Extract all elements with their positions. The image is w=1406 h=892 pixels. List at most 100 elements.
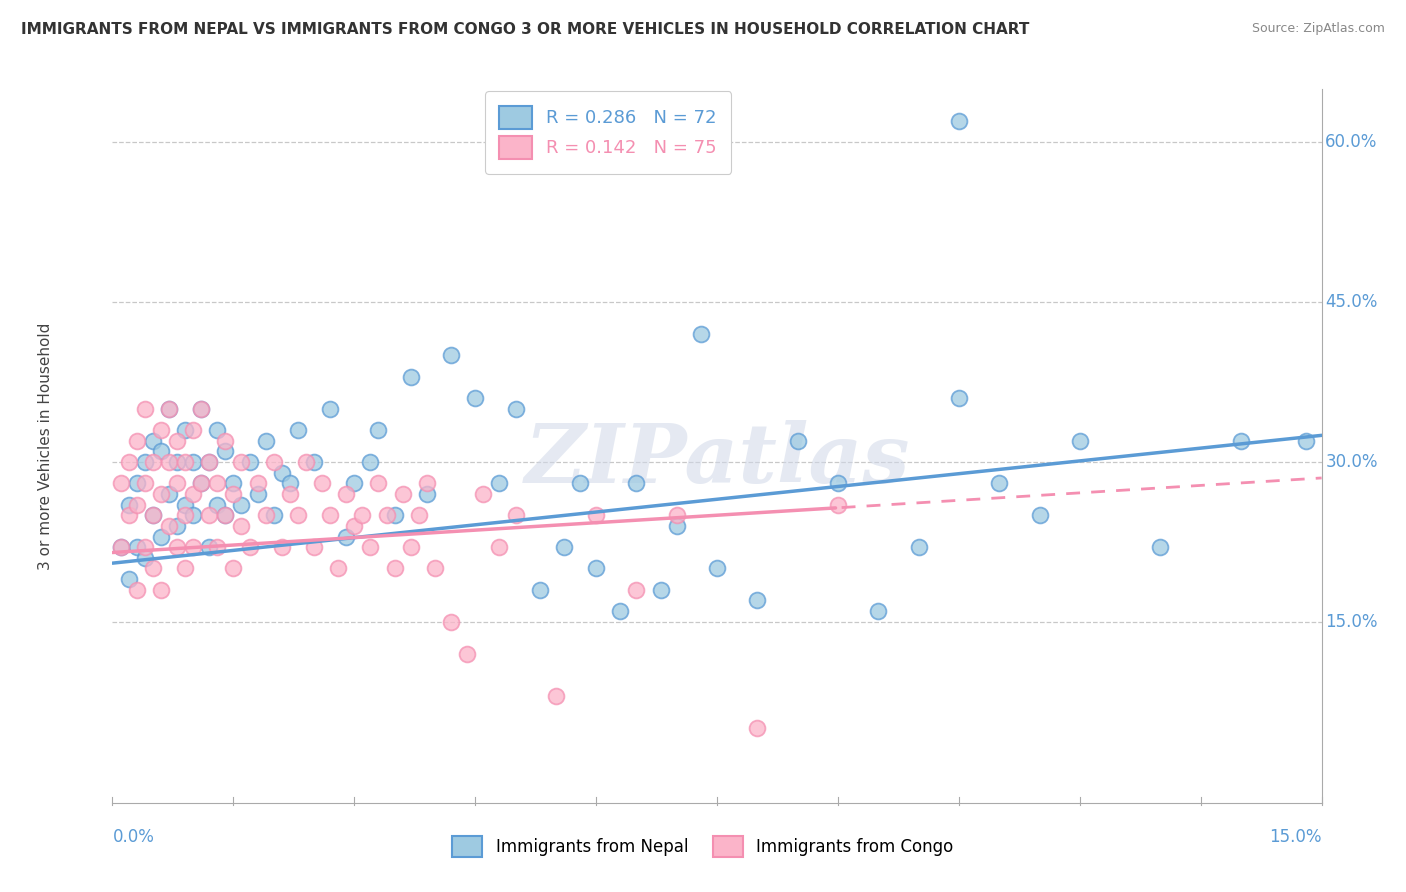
Point [352, 508, 374, 523]
Text: ZIPatlas: ZIPatlas [524, 420, 910, 500]
Point [464, 391, 486, 405]
Point [157, 487, 180, 501]
Point [569, 476, 592, 491]
Point [142, 508, 165, 523]
Point [367, 476, 389, 491]
Text: IMMIGRANTS FROM NEPAL VS IMMIGRANTS FROM CONGO 3 OR MORE VEHICLES IN HOUSEHOLD C: IMMIGRANTS FROM NEPAL VS IMMIGRANTS FROM… [21, 22, 1029, 37]
Point [626, 476, 648, 491]
Point [706, 561, 728, 575]
Point [747, 593, 769, 607]
Point [149, 444, 172, 458]
Point [263, 455, 285, 469]
Point [302, 540, 325, 554]
Point [690, 327, 713, 342]
Text: 60.0%: 60.0% [1326, 134, 1378, 152]
Point [181, 455, 204, 469]
Point [198, 508, 221, 523]
Point [440, 615, 463, 629]
Point [166, 540, 188, 554]
Point [270, 466, 292, 480]
Point [423, 561, 446, 575]
Point [157, 401, 180, 416]
Point [157, 519, 180, 533]
Point [786, 434, 808, 448]
Point [287, 423, 309, 437]
Point [609, 604, 631, 618]
Point [343, 476, 366, 491]
Point [665, 508, 688, 523]
Point [287, 508, 309, 523]
Point [142, 508, 165, 523]
Point [907, 540, 929, 554]
Text: 15.0%: 15.0% [1326, 613, 1378, 631]
Point [142, 561, 165, 575]
Point [214, 434, 236, 448]
Point [125, 434, 148, 448]
Point [529, 582, 551, 597]
Point [134, 401, 156, 416]
Point [207, 476, 229, 491]
Point [626, 582, 648, 597]
Point [174, 423, 197, 437]
Point [585, 508, 607, 523]
Point [665, 519, 688, 533]
Text: Source: ZipAtlas.com: Source: ZipAtlas.com [1251, 22, 1385, 36]
Point [198, 455, 221, 469]
Point [650, 582, 672, 597]
Point [142, 434, 165, 448]
Text: 30.0%: 30.0% [1326, 453, 1378, 471]
Point [384, 561, 406, 575]
Point [125, 476, 148, 491]
Point [157, 401, 180, 416]
Point [1069, 434, 1091, 448]
Point [335, 487, 357, 501]
Point [319, 401, 342, 416]
Text: 45.0%: 45.0% [1326, 293, 1378, 311]
Point [472, 487, 495, 501]
Point [335, 529, 357, 543]
Point [222, 476, 245, 491]
Point [110, 540, 132, 554]
Legend: Immigrants from Nepal, Immigrants from Congo: Immigrants from Nepal, Immigrants from C… [439, 822, 967, 871]
Point [174, 455, 197, 469]
Point [166, 455, 188, 469]
Point [117, 498, 139, 512]
Point [166, 434, 188, 448]
Point [190, 476, 212, 491]
Point [125, 582, 148, 597]
Point [149, 423, 172, 437]
Point [207, 498, 229, 512]
Point [948, 114, 970, 128]
Point [190, 401, 212, 416]
Legend: R = 0.286   N = 72, R = 0.142   N = 75: R = 0.286 N = 72, R = 0.142 N = 75 [485, 91, 731, 174]
Point [214, 444, 236, 458]
Point [157, 455, 180, 469]
Point [238, 455, 260, 469]
Point [505, 401, 527, 416]
Text: 15.0%: 15.0% [1270, 828, 1322, 846]
Point [222, 487, 245, 501]
Point [222, 561, 245, 575]
Point [142, 455, 165, 469]
Point [319, 508, 342, 523]
Point [1149, 540, 1171, 554]
Point [207, 540, 229, 554]
Point [134, 540, 156, 554]
Point [399, 369, 422, 384]
Point [117, 455, 139, 469]
Point [302, 455, 325, 469]
Point [231, 455, 253, 469]
Point [231, 498, 253, 512]
Point [391, 487, 413, 501]
Point [440, 349, 463, 363]
Point [190, 476, 212, 491]
Point [399, 540, 422, 554]
Point [1230, 434, 1253, 448]
Point [367, 423, 389, 437]
Point [375, 508, 398, 523]
Point [198, 455, 221, 469]
Point [125, 498, 148, 512]
Point [149, 582, 172, 597]
Point [246, 476, 269, 491]
Point [181, 508, 204, 523]
